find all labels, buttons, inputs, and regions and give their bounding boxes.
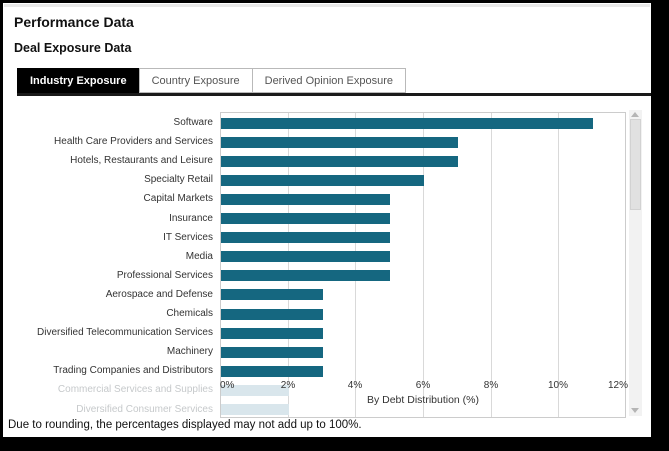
bar-specialty-retail[interactable]	[221, 175, 424, 186]
category-label-media: Media	[185, 251, 213, 262]
category-label-insurance: Insurance	[169, 213, 213, 224]
gridline-4pct	[355, 113, 356, 417]
x-axis-tick-0pct: 0%	[220, 380, 235, 391]
vertical-scrollbar-thumb[interactable]	[630, 119, 641, 210]
bar-diversified-consumer-services[interactable]	[221, 404, 289, 415]
tab-industry-exposure[interactable]: Industry Exposure	[17, 68, 140, 93]
bar-trading-companies-and-distributors[interactable]	[221, 366, 323, 377]
category-label-hotels-restaurants-and-leisure: Hotels, Restaurants and Leisure	[70, 155, 213, 166]
bar-professional-services[interactable]	[221, 270, 390, 281]
x-axis-tick-10pct: 10%	[547, 380, 568, 391]
x-axis-tick-12pct: 12%	[607, 380, 628, 391]
category-label-specialty-retail: Specialty Retail	[144, 174, 213, 185]
gridline-2pct	[288, 113, 289, 417]
tab-underline	[17, 93, 651, 96]
content-area: Performance Data Deal Exposure Data Indu…	[3, 3, 651, 437]
category-label-machinery: Machinery	[166, 346, 213, 357]
category-label-health-care-providers-and-services: Health Care Providers and Services	[54, 136, 213, 147]
gridline-6pct	[423, 113, 424, 417]
bar-machinery[interactable]	[221, 347, 323, 358]
bar-diversified-telecommunication-services[interactable]	[221, 328, 323, 339]
category-label-aerospace-and-defense: Aerospace and Defense	[105, 289, 213, 300]
bar-hotels-restaurants-and-leisure[interactable]	[221, 156, 458, 167]
scroll-up-icon[interactable]	[631, 112, 639, 117]
page-title: Performance Data	[14, 14, 134, 30]
category-label-diversified-telecommunication-services: Diversified Telecommunication Services	[37, 327, 213, 338]
category-label-capital-markets: Capital Markets	[143, 193, 213, 204]
top-divider	[4, 4, 650, 7]
industry-exposure-chart: Software Health Care Providers and Servic…	[3, 3, 651, 437]
bar-health-care-providers-and-services[interactable]	[221, 137, 458, 148]
x-axis-tick-4pct: 4%	[347, 380, 363, 391]
bar-media[interactable]	[221, 251, 390, 262]
x-axis-tick-2pct: 2%	[280, 380, 296, 391]
tab-country-exposure[interactable]: Country Exposure	[138, 68, 253, 93]
bar-insurance[interactable]	[221, 213, 390, 224]
bar-aerospace-and-defense[interactable]	[221, 289, 323, 300]
x-axis-tick-8pct: 8%	[483, 380, 499, 391]
gridline-8pct	[491, 113, 492, 417]
bar-capital-markets[interactable]	[221, 194, 390, 205]
tab-bar: Industry Exposure Country Exposure Deriv…	[17, 68, 407, 93]
category-label-software: Software	[173, 117, 213, 128]
category-label-it-services: IT Services	[163, 232, 213, 243]
x-axis-tick-6pct: 6%	[415, 380, 431, 391]
category-label-chemicals: Chemicals	[166, 308, 213, 319]
category-label-diversified-consumer-services: Diversified Consumer Services	[76, 404, 213, 415]
tab-derived-opinion-exposure[interactable]: Derived Opinion Exposure	[251, 68, 407, 93]
bar-software[interactable]	[221, 118, 593, 129]
rounding-footnote: Due to rounding, the percentages display…	[8, 419, 362, 431]
category-label-professional-services: Professional Services	[116, 270, 213, 281]
category-label-trading-companies-and-distributors: Trading Companies and Distributors	[53, 365, 213, 376]
section-title: Deal Exposure Data	[14, 41, 132, 55]
bar-chemicals[interactable]	[221, 309, 323, 320]
x-axis-title: By Debt Distribution (%)	[366, 394, 480, 406]
category-label-commercial-services-and-supplies: Commercial Services and Supplies	[57, 384, 213, 395]
gridline-10pct	[558, 113, 559, 417]
bar-commercial-services-and-supplies[interactable]	[221, 385, 289, 396]
bar-it-services[interactable]	[221, 232, 390, 243]
plot-area	[220, 112, 626, 418]
scroll-down-icon[interactable]	[631, 408, 639, 413]
